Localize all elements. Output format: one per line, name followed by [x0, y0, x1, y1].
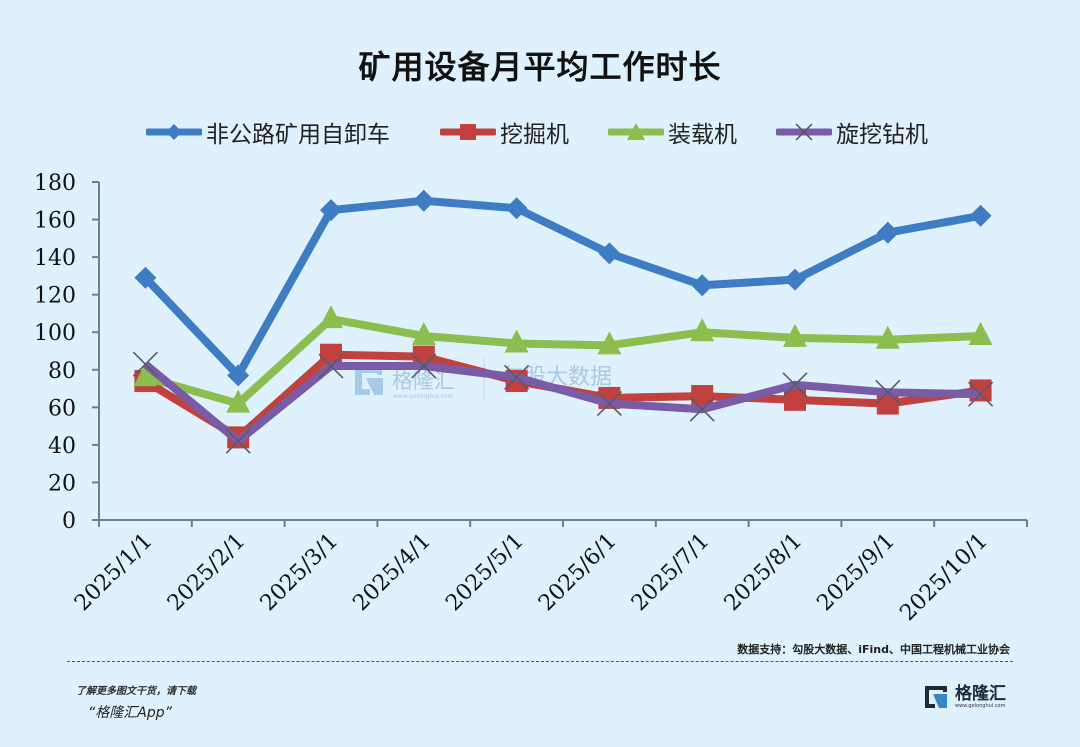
x-tick-label: 2025/9/1	[812, 529, 900, 617]
x-tick-label: 2025/7/1	[627, 529, 715, 617]
y-tick-label: 100	[34, 321, 76, 346]
legend-item-dump-truck: 非公路矿用自卸车	[146, 112, 390, 152]
y-tick-label: 180	[34, 171, 76, 196]
brand-url: www.gelonghui.com	[955, 703, 1006, 709]
x-tick-label: 2025/6/1	[534, 529, 622, 617]
data-point	[691, 385, 714, 408]
data-point	[784, 268, 806, 291]
x-tick-label: 2025/8/1	[720, 529, 808, 617]
chart-title: 矿用设备月平均工作时长	[358, 48, 722, 86]
y-tick-label: 40	[48, 434, 76, 459]
brand-name: 格隆汇	[955, 684, 1006, 704]
footer-divider	[67, 661, 1013, 662]
data-source-note: 数据支持：勾股大数据、iFind、中国工程机械工业协会	[737, 643, 1010, 656]
x-marker-icon	[776, 123, 832, 141]
data-point	[320, 199, 342, 222]
data-point	[133, 363, 158, 387]
data-point	[504, 329, 529, 353]
watermark-url: www.gelonghui.com	[393, 393, 454, 400]
data-point	[412, 189, 435, 212]
data-point	[134, 266, 157, 289]
data-point	[875, 325, 900, 349]
data-point	[505, 197, 528, 220]
y-tick-label: 80	[48, 359, 76, 384]
x-tick-label: 2025/10/1	[895, 529, 992, 626]
data-point	[226, 389, 251, 413]
gelonghui-logo-icon	[925, 686, 947, 708]
data-point	[783, 323, 807, 347]
line-chart-plot: 格隆汇www.gelonghui.com勾股大数据020406080100120…	[34, 171, 1028, 626]
data-point	[784, 388, 806, 411]
data-point	[227, 364, 250, 387]
x-tick-label: 2025/4/1	[348, 529, 436, 617]
legend-item-rotary-drill: 旋挖钻机	[776, 112, 928, 152]
y-tick-label: 20	[48, 471, 76, 496]
data-point	[690, 318, 715, 342]
data-point	[968, 321, 993, 345]
triangle-marker-icon	[608, 123, 664, 140]
legend-label: 挖掘机	[500, 122, 569, 148]
square-marker-icon	[440, 124, 496, 140]
x-tick-label: 2025/5/1	[441, 529, 529, 617]
series-square	[134, 343, 992, 449]
series-diamond	[134, 189, 992, 387]
promo-app-name: “格隆汇App”	[88, 705, 172, 721]
legend: 非公路矿用自卸车 挖掘机 装载机 旋挖钻机	[0, 112, 1080, 152]
x-tick-label: 2025/3/1	[256, 529, 344, 617]
data-point	[876, 221, 899, 244]
brand-logo: 格隆汇 www.gelonghui.com	[922, 683, 1006, 711]
data-point	[411, 321, 436, 345]
y-tick-label: 160	[34, 209, 76, 234]
series-triangle	[133, 305, 993, 413]
y-tick-label: 0	[62, 509, 76, 534]
y-tick-label: 140	[34, 246, 76, 271]
legend-label: 旋挖钻机	[836, 122, 928, 148]
data-point	[598, 242, 621, 265]
y-tick-label: 120	[34, 284, 76, 309]
watermark-brand: 格隆汇	[392, 369, 455, 393]
diamond-marker-icon	[146, 124, 202, 140]
data-point	[691, 274, 714, 297]
legend-label: 装载机	[668, 122, 737, 148]
x-tick-label: 2025/2/1	[163, 529, 251, 617]
legend-item-excavator: 挖掘机	[440, 112, 569, 152]
promo-text: 了解更多图文干货，请下载	[76, 686, 196, 697]
data-point	[597, 331, 622, 355]
series-x	[132, 351, 994, 454]
data-point	[969, 204, 992, 227]
x-tick-label: 2025/1/1	[70, 529, 158, 617]
legend-label: 非公路矿用自卸车	[206, 122, 390, 148]
legend-item-loader: 装载机	[608, 112, 737, 152]
data-point	[319, 305, 343, 329]
y-tick-label: 60	[48, 396, 76, 421]
